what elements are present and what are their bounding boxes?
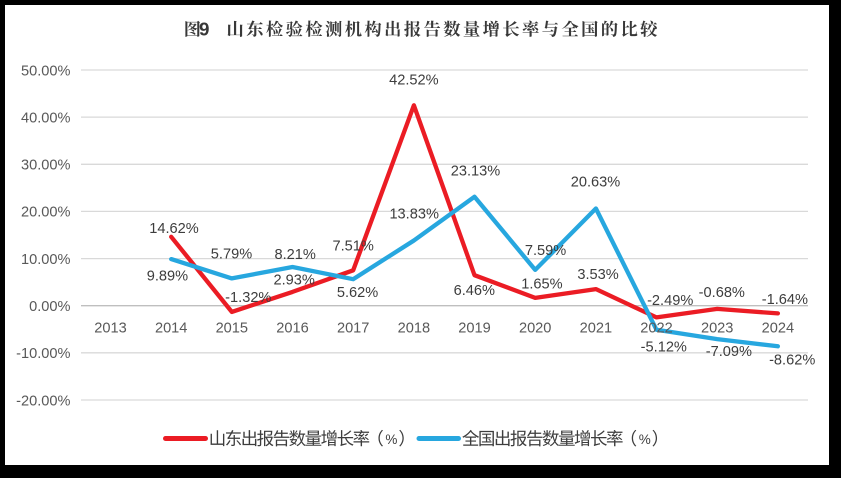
svg-text:5.62%: 5.62% xyxy=(337,285,378,301)
svg-text:-1.32%: -1.32% xyxy=(225,290,271,306)
svg-text:9: 9 xyxy=(199,19,209,40)
svg-text:23.13%: 23.13% xyxy=(451,164,501,180)
svg-text:2015: 2015 xyxy=(216,320,248,336)
svg-text:20.00%: 20.00% xyxy=(21,205,71,221)
svg-text:%: % xyxy=(385,432,397,447)
svg-text:-2.49%: -2.49% xyxy=(647,293,693,309)
svg-text:3.53%: 3.53% xyxy=(577,267,618,283)
svg-text:2018: 2018 xyxy=(398,320,430,336)
svg-text:2022: 2022 xyxy=(640,320,672,336)
svg-text:-1.64%: -1.64% xyxy=(762,292,808,308)
svg-text:-7.09%: -7.09% xyxy=(706,344,752,360)
svg-text:-5.12%: -5.12% xyxy=(641,340,687,356)
svg-text:7.59%: 7.59% xyxy=(525,243,566,259)
svg-text:40.00%: 40.00% xyxy=(21,110,71,126)
svg-text:-10.00%: -10.00% xyxy=(16,346,70,362)
svg-text:2017: 2017 xyxy=(337,320,369,336)
svg-text:0.00%: 0.00% xyxy=(29,299,70,315)
svg-text:%: % xyxy=(639,432,651,447)
svg-text:2016: 2016 xyxy=(276,320,308,336)
svg-text:2024: 2024 xyxy=(762,320,794,336)
svg-text:10.00%: 10.00% xyxy=(21,252,71,268)
svg-text:30.00%: 30.00% xyxy=(21,158,71,174)
svg-text:6.46%: 6.46% xyxy=(454,283,495,299)
svg-text:2021: 2021 xyxy=(580,320,612,336)
svg-text:2013: 2013 xyxy=(94,320,126,336)
svg-text:13.83%: 13.83% xyxy=(389,206,439,222)
svg-text:-0.68%: -0.68% xyxy=(699,285,745,301)
svg-text:2020: 2020 xyxy=(519,320,551,336)
svg-text:2019: 2019 xyxy=(458,320,490,336)
svg-text:50.00%: 50.00% xyxy=(21,63,71,79)
svg-text:42.52%: 42.52% xyxy=(389,73,439,89)
svg-text:2014: 2014 xyxy=(155,320,187,336)
svg-text:7.51%: 7.51% xyxy=(333,238,374,254)
svg-text:14.62%: 14.62% xyxy=(149,221,199,237)
svg-text:-8.62%: -8.62% xyxy=(769,353,815,369)
svg-text:1.65%: 1.65% xyxy=(521,277,562,293)
svg-text:5.79%: 5.79% xyxy=(211,246,252,262)
svg-text:-20.00%: -20.00% xyxy=(16,393,70,409)
svg-text:2023: 2023 xyxy=(701,320,733,336)
svg-text:8.21%: 8.21% xyxy=(275,247,316,263)
svg-text:2.93%: 2.93% xyxy=(274,272,315,288)
svg-text:20.63%: 20.63% xyxy=(571,175,621,191)
svg-text:9.89%: 9.89% xyxy=(147,269,188,285)
